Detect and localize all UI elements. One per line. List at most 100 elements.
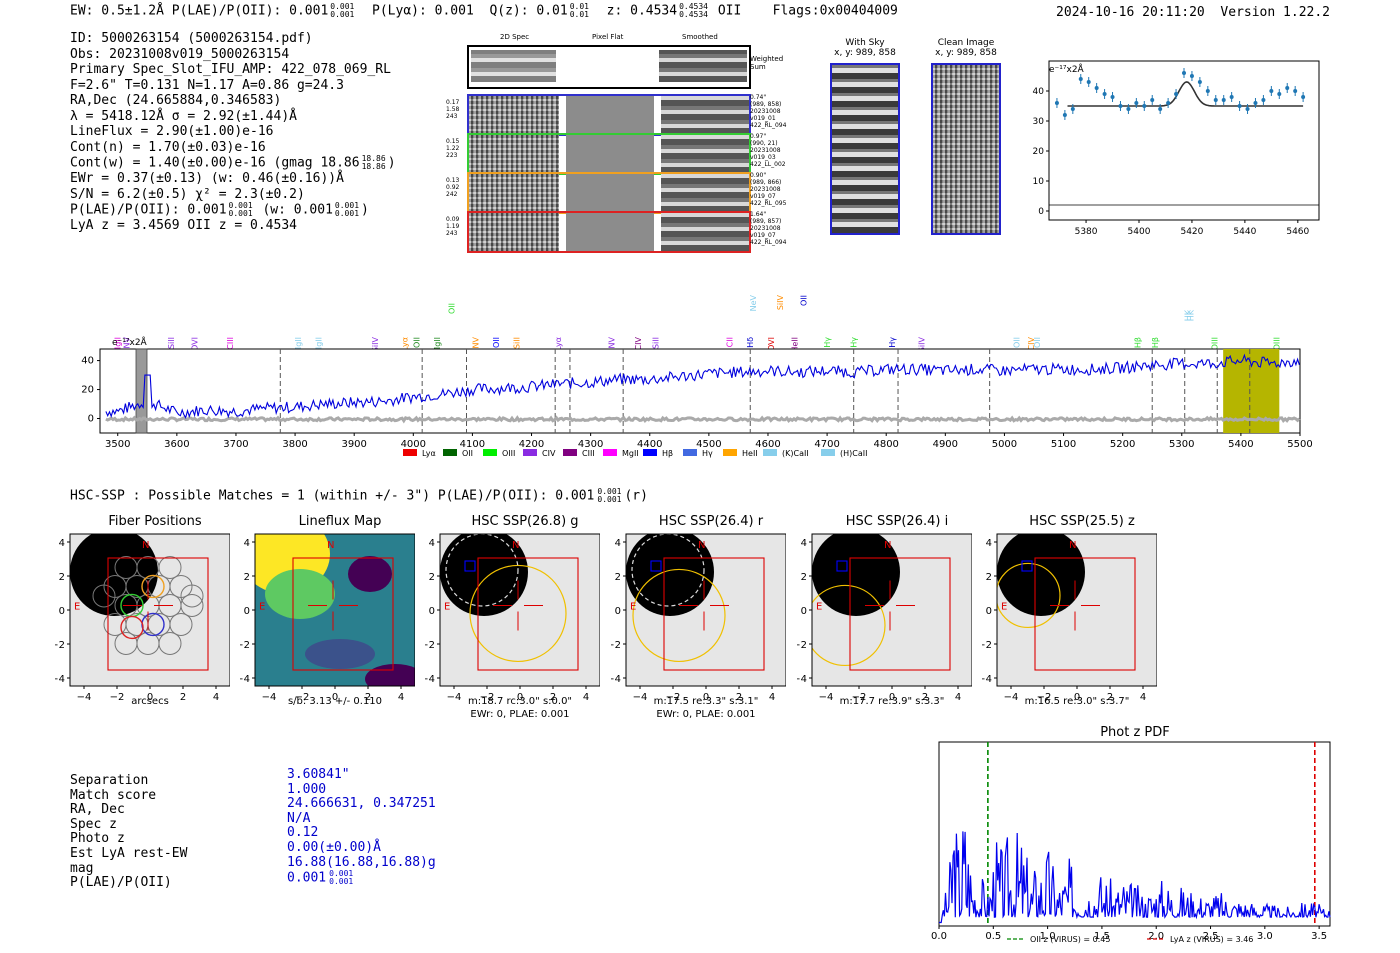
row3-info-c: 20231008: [750, 186, 781, 193]
north-label: N: [884, 540, 891, 551]
east-label: E: [259, 601, 265, 612]
spectrum-legend-swatch: [443, 449, 457, 456]
spectrum-legend-label: Lyα: [422, 449, 436, 458]
fit-data-point: [1285, 86, 1290, 90]
hsc-xtick-label: 2: [736, 692, 742, 703]
spectrum-legend-swatch: [723, 449, 737, 456]
match-label-separation: Separation: [70, 773, 149, 788]
spectrum-xtick-label: 5200: [1110, 439, 1135, 450]
fit-data-point: [1221, 98, 1226, 102]
fit-xtick-label: 5440: [1233, 227, 1256, 237]
fit-ytick-label: 40: [1033, 87, 1045, 97]
info-plae-sup: 0.001: [228, 201, 253, 210]
row2-left-stats: 0.15 1.22 223: [446, 138, 459, 159]
hsc-panel-image: N E 4 2 0 −2 −4 −4 −2 0 2 4: [425, 533, 600, 703]
spectrum-xtick-label: 3700: [223, 439, 248, 450]
clean-image-title: Clean Image: [937, 38, 995, 48]
header-z-line: OII: [717, 3, 742, 19]
match-value-specz: N/A: [287, 810, 311, 826]
spectrum-legend-swatch: [403, 449, 417, 456]
spectrum-error-band: [105, 415, 1301, 424]
hsc-xtick-label: 2: [180, 692, 186, 703]
hsc-panel-image: N E 4 2 0 −2 −4 −4 −2 0 2 4: [611, 533, 786, 703]
photz-title: Phot z PDF: [1100, 725, 1170, 740]
fit-data-point: [1166, 101, 1171, 105]
catalog-box: [1021, 560, 1033, 572]
spectrum-xtick-label: 4500: [696, 439, 721, 450]
catalog-box: [464, 560, 476, 572]
bright-star: [997, 534, 1085, 616]
hsc-panel-caption: m:17.5 re:3.3" s:3.1": [653, 696, 759, 707]
cutout-col-title-pixelflat: Pixel Flat: [592, 33, 624, 41]
cutout-row: [467, 211, 751, 253]
spectrum-ytick-label: 40: [81, 356, 94, 367]
hsc-xtick-label: 0: [703, 692, 709, 703]
with-sky-title: With Sky: [845, 38, 885, 48]
hsc-xtick-label: −2: [666, 692, 681, 703]
hsc-ytick-label: −2: [611, 640, 621, 651]
hsc-xtick-label: 4: [955, 692, 961, 703]
spectrum-line-label: NeV: [749, 294, 758, 311]
fit-ytick-label: 10: [1033, 177, 1045, 187]
hsc-xtick-label: −4: [819, 692, 834, 703]
spectrum-line-label: NV: [123, 336, 132, 348]
match-value-plae-text: 0.001: [287, 870, 327, 886]
red-aperture-box: [477, 557, 579, 671]
row2-2dspec: [469, 135, 559, 173]
spectrum-xtick-label: 4000: [401, 439, 426, 450]
spectrum-legend-label: OIII: [502, 449, 515, 458]
hsc-ytick-label: −4: [797, 674, 807, 685]
row4-stat-b: 1.19: [446, 223, 460, 230]
hsc-panel-caption: m:17.7 re:3.9" s:3.3": [839, 696, 945, 707]
photz-xtick-label: 1.0: [1040, 931, 1056, 942]
hsc-ytick-label: 4: [429, 538, 435, 549]
hsc-ytick-label: −2: [797, 640, 807, 651]
north-label: N: [1069, 540, 1076, 551]
spectrum-line-label: MgII: [315, 337, 324, 354]
row2-info-c: 20231008: [750, 147, 781, 154]
weighted-sum-row: [467, 45, 751, 89]
hsc-panel-title: HSC SSP(25.5) z: [1029, 514, 1135, 529]
spectrum-xtick-label: 4700: [814, 439, 839, 450]
hsc-xtick-label: −4: [633, 692, 648, 703]
fit-xtick-label: 5420: [1180, 227, 1203, 237]
row2-smoothed: [661, 135, 749, 173]
with-sky-xy: x, y: 989, 858: [834, 48, 896, 58]
spectrum-xtick-label: 3500: [105, 439, 130, 450]
line-fit-plot: e⁻¹⁷x2Å 0 10 20 30 40 5380 5400 5420 5440 5460: [1033, 60, 1320, 237]
spectrum-line-label: Hβ: [1133, 337, 1142, 348]
photz-pdf-plot: Phot z PDF 0.0 0.5 1.0 1.5 2.0 2.5 3.0 3.5 OII …: [931, 725, 1331, 944]
spectrum-line-label: SiII: [652, 337, 661, 349]
spectrum-line-label: Hγ: [823, 337, 832, 348]
fit-data-point: [1229, 95, 1234, 99]
info-gmag-sup: 18.86: [361, 154, 386, 163]
cutout-col-title-smoothed: Smoothed: [682, 33, 718, 41]
spectrum-line-label: CIV: [1027, 336, 1036, 350]
header-z-sub: 0.4534: [679, 10, 708, 19]
fiber-orange: [141, 574, 165, 599]
row4-info-c: 20231008: [750, 225, 781, 232]
info-obs: Obs: 20231008v019_5000263154: [70, 46, 290, 62]
spectrum-line-label: Hγ: [888, 337, 897, 348]
match-label-lya-ew: Est LyA rest-EW: [70, 845, 188, 861]
red-aperture-box: [107, 557, 209, 671]
weighted-sum-label: Weighted Sum: [750, 55, 784, 71]
spectrum-xtick-label: 3900: [341, 439, 366, 450]
fiber-circle: [158, 631, 182, 655]
row3-right-info: 0.90" (989, 866) 20231008 v019_07 422_RL_095: [750, 172, 786, 207]
fit-data-point: [1205, 89, 1210, 93]
photz-curve: [939, 831, 1331, 924]
hsc-header: HSC-SSP : Possible Matches = 1 (within +…: [70, 488, 648, 504]
photz-xtick-label: 1.5: [1094, 931, 1110, 942]
fit-data-point: [1086, 80, 1091, 84]
hsc-xtick-label: 2: [1107, 692, 1113, 703]
hsc-xtick-label: 2: [365, 692, 371, 703]
aperture-ellipse: [469, 564, 567, 663]
match-label-score: Match score: [70, 787, 157, 803]
fit-data-point: [1174, 92, 1179, 96]
row3-2dspec: [469, 174, 559, 212]
hsc-xtick-label: −4: [447, 692, 462, 703]
hsc-panel-caption: m:16.5 re:3.0" s:3.7": [1024, 696, 1130, 707]
hsc-xtick-label: 0: [147, 692, 153, 703]
match-value-lya-ew: 0.00(±0.00)Å: [287, 839, 381, 855]
